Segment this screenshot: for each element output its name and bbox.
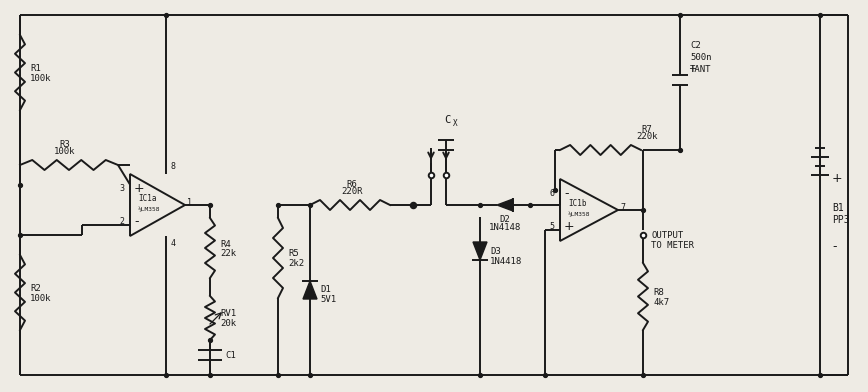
- Text: R7: R7: [641, 125, 653, 134]
- Text: 500n: 500n: [690, 53, 712, 62]
- Text: 100k: 100k: [30, 294, 51, 303]
- Text: 5V1: 5V1: [320, 296, 336, 305]
- Text: R1: R1: [30, 64, 41, 73]
- Text: +: +: [832, 172, 843, 185]
- Text: X: X: [453, 118, 457, 127]
- Text: 5: 5: [549, 222, 554, 231]
- Text: R3: R3: [60, 140, 70, 149]
- Text: 7: 7: [620, 203, 625, 212]
- Text: PP3: PP3: [832, 215, 850, 225]
- Text: D2: D2: [500, 215, 510, 224]
- Text: IC1b: IC1b: [568, 198, 587, 207]
- Text: OUTPUT: OUTPUT: [651, 230, 683, 240]
- Text: 1N4148: 1N4148: [489, 223, 521, 232]
- Text: 1N4418: 1N4418: [490, 256, 523, 265]
- Text: 3: 3: [119, 184, 124, 193]
- Text: R6: R6: [346, 180, 358, 189]
- Text: +: +: [134, 182, 145, 195]
- Text: C1: C1: [225, 350, 236, 359]
- Text: IC1a: IC1a: [138, 194, 156, 203]
- Text: R2: R2: [30, 284, 41, 293]
- Text: -: -: [564, 187, 569, 200]
- Text: D3: D3: [490, 247, 501, 256]
- Polygon shape: [497, 199, 513, 211]
- Text: B1: B1: [832, 203, 844, 213]
- Text: +: +: [564, 220, 575, 233]
- Text: -: -: [832, 241, 837, 254]
- Text: +: +: [688, 64, 696, 74]
- Text: ½LM358: ½LM358: [138, 207, 161, 212]
- Text: 1: 1: [187, 198, 192, 207]
- Polygon shape: [473, 242, 487, 260]
- Text: D1: D1: [320, 285, 331, 294]
- Text: -: -: [134, 215, 139, 228]
- Text: R8: R8: [653, 288, 664, 297]
- Text: ½LM358: ½LM358: [568, 212, 590, 218]
- Text: R5: R5: [288, 249, 299, 258]
- Text: 2k2: 2k2: [288, 260, 304, 269]
- Text: 100k: 100k: [30, 74, 51, 83]
- Text: TANT: TANT: [690, 65, 712, 74]
- Text: 220R: 220R: [341, 187, 363, 196]
- Text: 4: 4: [170, 239, 175, 248]
- Text: 2: 2: [119, 217, 124, 226]
- Text: RV1: RV1: [220, 310, 236, 318]
- Text: 8: 8: [170, 162, 175, 171]
- Text: 100k: 100k: [54, 147, 76, 156]
- Text: 6: 6: [549, 189, 554, 198]
- Text: C2: C2: [690, 40, 700, 49]
- Text: 22k: 22k: [220, 249, 236, 258]
- Text: C: C: [444, 115, 450, 125]
- Polygon shape: [303, 281, 317, 299]
- Text: 4k7: 4k7: [653, 298, 669, 307]
- Text: R4: R4: [220, 240, 231, 249]
- Text: 20k: 20k: [220, 319, 236, 328]
- Text: 220k: 220k: [636, 132, 658, 141]
- Text: TO METER: TO METER: [651, 241, 694, 249]
